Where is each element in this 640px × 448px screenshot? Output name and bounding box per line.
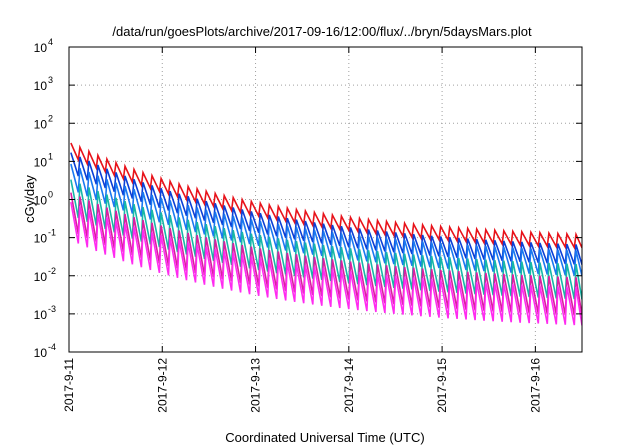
x-tick-label: 2017-9-13 [249, 358, 263, 413]
series-line-1 [70, 142, 582, 251]
y-tick-label: 10 [34, 155, 48, 169]
series-line-6 [70, 201, 582, 326]
x-tick-label: 2017-9-14 [342, 358, 356, 413]
series-lines [70, 142, 582, 326]
y-tick-label: 10 [34, 194, 48, 208]
series-line-2 [70, 152, 582, 265]
y-tick-label: 10 [34, 308, 48, 322]
y-tick-label: 10 [34, 346, 48, 360]
y-tick-exponent: 0 [48, 190, 53, 200]
y-tick-exponent: -1 [48, 228, 56, 238]
y-tick-label: 10 [34, 232, 48, 246]
chart-title: /data/run/goesPlots/archive/2017-09-16/1… [112, 24, 532, 39]
series-line-5 [70, 192, 582, 316]
y-tick-exponent: -2 [48, 266, 56, 276]
x-axis-label: Coordinated Universal Time (UTC) [225, 430, 424, 445]
series-line-3 [70, 163, 582, 277]
x-tick-label: 2017-9-15 [435, 358, 449, 413]
y-tick-exponent: 1 [48, 151, 53, 161]
y-tick-exponent: 4 [48, 37, 53, 47]
y-tick-exponent: 3 [48, 75, 53, 85]
series-line-4 [70, 179, 582, 300]
x-tick-label: 2017-9-12 [155, 358, 169, 413]
y-tick-exponent: 2 [48, 113, 53, 123]
y-tick-label: 10 [34, 79, 48, 93]
y-tick-label: 10 [34, 270, 48, 284]
x-tick-label: 2017-9-11 [62, 358, 76, 412]
y-tick-label: 10 [34, 41, 48, 55]
x-axis: 2017-9-11 2017-9-12 2017-9-13 2017-9-14 2017… [62, 47, 542, 413]
y-axis-label: cGy/day [22, 175, 37, 223]
y-tick-exponent: -4 [48, 342, 56, 352]
x-tick-label: 2017-9-16 [528, 358, 542, 413]
y-tick-label: 10 [34, 117, 48, 131]
y-tick-exponent: -3 [48, 304, 56, 314]
grid [69, 47, 582, 352]
